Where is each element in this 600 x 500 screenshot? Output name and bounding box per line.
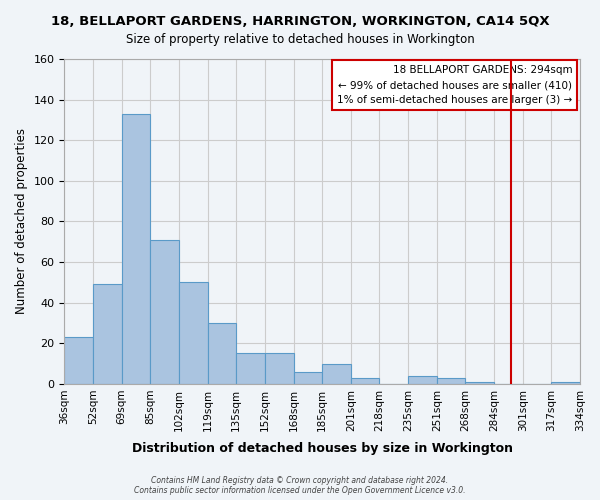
Bar (179, 282, 208, 384)
Bar (236, 354, 265, 384)
Bar (466, 382, 494, 384)
Bar (265, 354, 293, 384)
Bar (64, 337, 93, 384)
Bar (208, 323, 236, 384)
Bar (437, 378, 466, 384)
Text: Size of property relative to detached houses in Workington: Size of property relative to detached ho… (125, 32, 475, 46)
Bar (293, 372, 322, 384)
Y-axis label: Number of detached properties: Number of detached properties (15, 128, 28, 314)
Bar (151, 240, 179, 384)
Text: Contains HM Land Registry data © Crown copyright and database right 2024.
Contai: Contains HM Land Registry data © Crown c… (134, 476, 466, 495)
Bar (122, 114, 151, 384)
Text: 18 BELLAPORT GARDENS: 294sqm
← 99% of detached houses are smaller (410)
1% of se: 18 BELLAPORT GARDENS: 294sqm ← 99% of de… (337, 66, 572, 105)
Text: 18, BELLAPORT GARDENS, HARRINGTON, WORKINGTON, CA14 5QX: 18, BELLAPORT GARDENS, HARRINGTON, WORKI… (50, 15, 550, 28)
Bar (408, 376, 437, 384)
X-axis label: Distribution of detached houses by size in Workington: Distribution of detached houses by size … (132, 442, 513, 455)
Bar (551, 382, 580, 384)
Bar (322, 364, 351, 384)
Bar (351, 378, 379, 384)
Bar (93, 284, 122, 384)
